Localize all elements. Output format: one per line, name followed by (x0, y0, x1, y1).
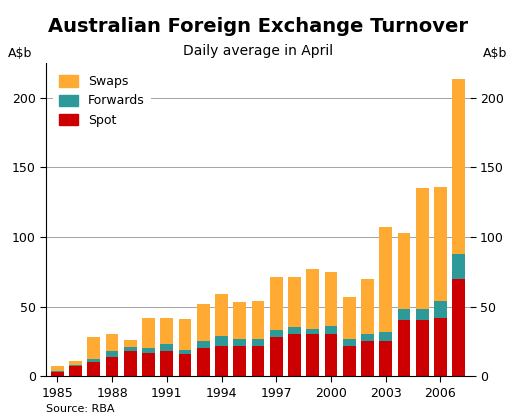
Text: A$b: A$b (8, 46, 33, 60)
Bar (397, 321, 410, 376)
Bar (160, 344, 173, 351)
Bar (416, 188, 428, 309)
Bar (106, 334, 119, 351)
Bar (179, 319, 191, 350)
Bar (361, 279, 374, 334)
Bar (325, 334, 337, 376)
Bar (215, 294, 228, 336)
Bar (88, 359, 100, 362)
Bar (88, 362, 100, 376)
Bar (452, 254, 465, 279)
Bar (343, 346, 356, 376)
Bar (307, 334, 319, 376)
Bar (434, 318, 447, 376)
Bar (434, 187, 447, 301)
Bar (252, 339, 264, 346)
Bar (233, 346, 246, 376)
Bar (361, 334, 374, 342)
Bar (51, 371, 64, 372)
Bar (69, 367, 82, 376)
Bar (124, 347, 137, 351)
Bar (88, 337, 100, 359)
Bar (288, 277, 301, 327)
Bar (160, 318, 173, 344)
Bar (307, 269, 319, 329)
Bar (69, 361, 82, 365)
Bar (270, 337, 283, 376)
Bar (197, 304, 209, 342)
Bar (233, 302, 246, 339)
Bar (288, 327, 301, 334)
Legend: Swaps, Forwards, Spot: Swaps, Forwards, Spot (53, 69, 151, 133)
Bar (51, 367, 64, 371)
Bar (106, 351, 119, 357)
Text: Source: RBA: Source: RBA (46, 404, 115, 414)
Bar (252, 346, 264, 376)
Bar (69, 365, 82, 367)
Bar (160, 351, 173, 376)
Bar (51, 372, 64, 376)
Text: A$b: A$b (483, 46, 508, 60)
Bar (397, 309, 410, 321)
Bar (397, 233, 410, 309)
Bar (124, 340, 137, 347)
Text: Australian Foreign Exchange Turnover: Australian Foreign Exchange Turnover (48, 17, 468, 36)
Bar (197, 342, 209, 348)
Bar (325, 272, 337, 326)
Bar (416, 321, 428, 376)
Bar (361, 342, 374, 376)
Bar (379, 331, 392, 342)
Bar (179, 350, 191, 354)
Bar (233, 339, 246, 346)
Bar (307, 329, 319, 334)
Bar (325, 326, 337, 334)
Bar (270, 330, 283, 337)
Bar (215, 336, 228, 346)
Bar (270, 277, 283, 330)
Bar (379, 342, 392, 376)
Bar (252, 301, 264, 339)
Bar (142, 318, 155, 348)
Bar (179, 354, 191, 376)
Bar (215, 346, 228, 376)
Bar (142, 352, 155, 376)
Bar (197, 348, 209, 376)
Bar (416, 309, 428, 321)
Bar (452, 279, 465, 376)
Bar (452, 79, 465, 254)
Bar (343, 297, 356, 339)
Bar (434, 301, 447, 318)
Bar (379, 227, 392, 331)
Bar (343, 339, 356, 346)
Text: Daily average in April: Daily average in April (183, 44, 333, 58)
Bar (142, 348, 155, 352)
Bar (124, 351, 137, 376)
Bar (106, 357, 119, 376)
Bar (288, 334, 301, 376)
